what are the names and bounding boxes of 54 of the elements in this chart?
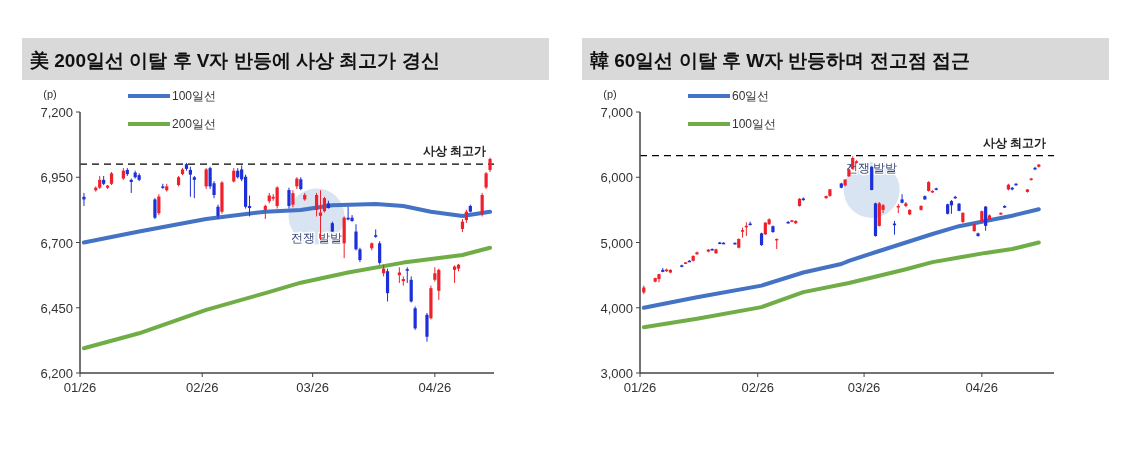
line-series: [81, 201, 493, 245]
candlestick: [188, 166, 192, 198]
candlestick: [480, 192, 484, 217]
line-series: [81, 245, 493, 351]
y-tick-label: 3,000: [600, 366, 633, 381]
x-tick-label: 04/26: [418, 380, 452, 395]
y-tick-label: 6,950: [40, 170, 73, 186]
line-series: [641, 207, 1041, 310]
x-tick-label: 01/26: [623, 380, 657, 395]
legend-label: 100일선: [732, 117, 777, 131]
y-tick-label: 6,000: [600, 170, 633, 186]
candlestick: [425, 312, 429, 343]
candlestick: [877, 201, 881, 228]
ref-line-label: 사상 최고가: [422, 144, 486, 159]
candlestick: [385, 268, 390, 302]
candlestick: [287, 187, 291, 210]
candlestick: [870, 165, 874, 191]
ref-line-label: 사상 최고가: [982, 135, 1046, 150]
y-tick-label: 7,000: [600, 105, 633, 120]
chart-title: 美 200일선 이탈 후 V자 반등에 사상 최고가 경신: [29, 50, 440, 71]
chart-title: 韓 60일선 이탈 후 W자 반등하며 전고점 접근: [590, 50, 971, 71]
candlestick: [437, 268, 441, 301]
candlestick: [204, 167, 208, 190]
y-tick-label: 5,000: [600, 235, 633, 251]
y-tick-label: 6,450: [40, 300, 73, 316]
y-tick-label: 6,200: [40, 366, 73, 381]
annotation: 전쟁 발발: [290, 231, 343, 246]
x-tick-label: 03/26: [847, 380, 881, 395]
y-axis-title: (p): [43, 88, 57, 100]
candlestick: [192, 175, 196, 199]
y-tick-label: 6,700: [40, 235, 73, 251]
candlestick: [314, 192, 319, 217]
line-series: [641, 240, 1041, 330]
candlestick: [413, 305, 417, 331]
candlestick: [275, 185, 279, 210]
legend-label: 100일선: [172, 89, 217, 103]
candlestick: [82, 192, 86, 207]
x-tick-label: 04/26: [965, 380, 999, 395]
x-tick-label: 03/26: [296, 380, 329, 395]
candlestick: [740, 226, 745, 239]
candlestick: [900, 193, 904, 204]
legend-label: 200일선: [172, 117, 217, 131]
x-tick-label: 01/26: [63, 380, 97, 395]
candlestick: [350, 214, 354, 223]
candlestick: [153, 197, 157, 220]
candlestick: [378, 240, 382, 266]
candlestick: [409, 275, 413, 304]
y-tick-label: 4,000: [600, 300, 633, 316]
y-axis-title: (p): [603, 88, 617, 100]
y-tick-label: 7,200: [40, 105, 73, 120]
candlestick: [346, 206, 350, 221]
x-tick-label: 02/26: [741, 380, 775, 395]
legend-label: 60일선: [732, 89, 770, 103]
x-tick-label: 02/26: [185, 380, 219, 395]
